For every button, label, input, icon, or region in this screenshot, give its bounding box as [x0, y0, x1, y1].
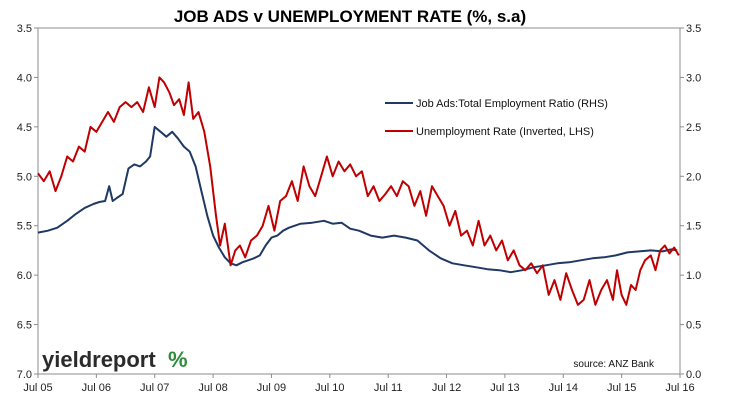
y-right-tick-label: 3.5 [686, 23, 701, 35]
x-tick-label: Jul 09 [257, 382, 286, 394]
legend: Job Ads:Total Employment Ratio (RHS) Unem… [385, 98, 608, 138]
y-right-tick-label: 2.0 [686, 171, 701, 183]
y-right-tick-label: 0.5 [686, 320, 701, 332]
chart-title: JOB ADS v UNEMPLOYMENT RATE (%, s.a) [174, 7, 526, 26]
logo-percent-icon: % [168, 347, 188, 372]
x-tick-label: Jul 15 [607, 382, 636, 394]
x-tick-label: Jul 13 [490, 382, 519, 394]
y-left-tick-label: 5.0 [17, 171, 32, 183]
y-right-tick-label: 2.5 [686, 122, 701, 134]
y-left-tick-label: 5.5 [17, 221, 32, 233]
legend-label: Job Ads:Total Employment Ratio (RHS) [416, 98, 608, 110]
y-left-axis: 3.5 4.0 4.5 5.0 5.5 6.0 6.5 7.0 [17, 23, 38, 381]
y-left-tick-label: 6.5 [17, 320, 32, 332]
x-tick-label: Jul 11 [374, 382, 403, 394]
y-right-tick-label: 1.0 [686, 270, 701, 282]
y-right-tick-label: 1.5 [686, 221, 701, 233]
series-line-0 [37, 125, 678, 274]
source-note: source: ANZ Bank [573, 359, 655, 370]
x-tick-label: Jul 16 [665, 382, 694, 394]
x-tick-label: Jul 12 [432, 382, 461, 394]
series-layer [37, 76, 680, 306]
y-right-tick-label: 3.0 [686, 72, 701, 84]
y-left-tick-label: 3.5 [17, 23, 32, 35]
x-tick-label: Jul 14 [549, 382, 578, 394]
legend-label: Unemployment Rate (Inverted, LHS) [416, 126, 594, 138]
logo-text: yieldreport [42, 347, 156, 372]
x-tick-label: Jul 05 [23, 382, 52, 394]
x-tick-label: Jul 08 [198, 382, 227, 394]
y-left-tick-label: 4.5 [17, 122, 32, 134]
x-axis: Jul 05 Jul 06 Jul 07 Jul 08 Jul 09 Jul 10 Jul … [23, 374, 695, 394]
x-tick-label: Jul 10 [315, 382, 344, 394]
y-right-tick-label: 0.0 [686, 369, 701, 381]
yieldreport-logo: yieldreport % [42, 347, 188, 372]
series-line-1 [37, 76, 680, 306]
x-tick-label: Jul 07 [140, 382, 169, 394]
y-left-tick-label: 4.0 [17, 72, 32, 84]
plot-area [37, 27, 681, 375]
y-left-tick-label: 7.0 [17, 369, 32, 381]
y-left-tick-label: 6.0 [17, 270, 32, 282]
x-tick-label: Jul 06 [82, 382, 111, 394]
y-right-axis: 3.5 3.0 2.5 2.0 1.5 1.0 0.5 0.0 [680, 23, 701, 381]
